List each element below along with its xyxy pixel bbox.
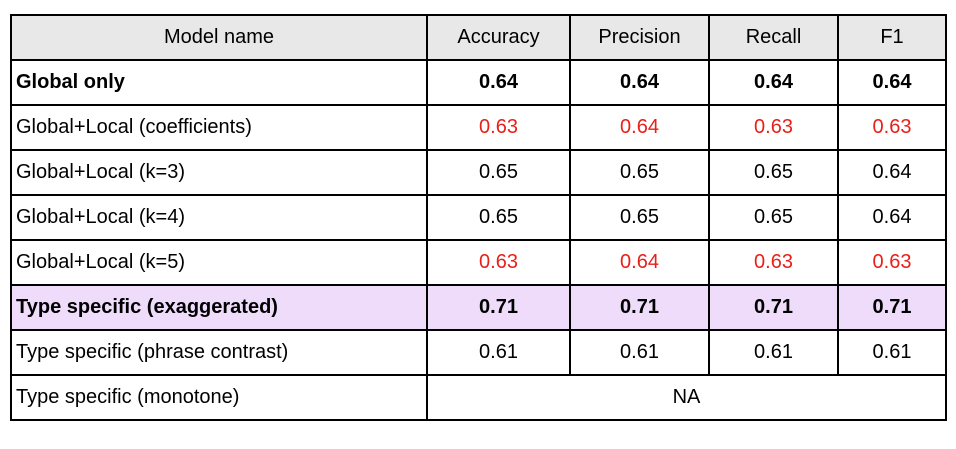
f1-cell: 0.64: [837, 59, 947, 106]
recall-cell: 0.65: [708, 149, 839, 196]
accuracy-cell: 0.63: [426, 104, 571, 151]
recall-cell: 0.71: [708, 284, 839, 331]
precision-cell: 0.71: [569, 284, 710, 331]
results-table: Model name Accuracy Precision Recall F1 …: [10, 14, 947, 421]
model-name-cell: Type specific (exaggerated): [10, 284, 428, 331]
f1-cell: 0.64: [837, 149, 947, 196]
accuracy-cell: 0.63: [426, 239, 571, 286]
table-row: Global+Local (k=5) 0.63 0.64 0.63 0.63: [10, 239, 947, 286]
model-name-cell: Type specific (phrase contrast): [10, 329, 428, 376]
f1-cell: 0.63: [837, 239, 947, 286]
model-name-cell: Type specific (monotone): [10, 374, 428, 421]
precision-cell: 0.64: [569, 59, 710, 106]
recall-cell: 0.61: [708, 329, 839, 376]
table-row: Global+Local (coefficients) 0.63 0.64 0.…: [10, 104, 947, 151]
precision-cell: 0.64: [569, 104, 710, 151]
na-cell: NA: [426, 374, 947, 421]
precision-cell: 0.65: [569, 149, 710, 196]
table-row: Type specific (monotone) NA: [10, 374, 947, 421]
table-row: Global only 0.64 0.64 0.64 0.64: [10, 59, 947, 106]
f1-cell: 0.63: [837, 104, 947, 151]
model-name-cell: Global only: [10, 59, 428, 106]
header-recall: Recall: [708, 14, 839, 61]
model-name-cell: Global+Local (k=3): [10, 149, 428, 196]
f1-cell: 0.61: [837, 329, 947, 376]
accuracy-cell: 0.65: [426, 194, 571, 241]
header-row: Model name Accuracy Precision Recall F1: [10, 14, 947, 61]
table-row-highlighted: Type specific (exaggerated) 0.71 0.71 0.…: [10, 284, 947, 331]
table-row: Global+Local (k=3) 0.65 0.65 0.65 0.64: [10, 149, 947, 196]
accuracy-cell: 0.64: [426, 59, 571, 106]
recall-cell: 0.64: [708, 59, 839, 106]
recall-cell: 0.63: [708, 104, 839, 151]
accuracy-cell: 0.71: [426, 284, 571, 331]
model-name-cell: Global+Local (k=4): [10, 194, 428, 241]
model-name-cell: Global+Local (k=5): [10, 239, 428, 286]
precision-cell: 0.65: [569, 194, 710, 241]
table-row: Type specific (phrase contrast) 0.61 0.6…: [10, 329, 947, 376]
accuracy-cell: 0.61: [426, 329, 571, 376]
accuracy-cell: 0.65: [426, 149, 571, 196]
header-model-name: Model name: [10, 14, 428, 61]
precision-cell: 0.61: [569, 329, 710, 376]
header-precision: Precision: [569, 14, 710, 61]
f1-cell: 0.71: [837, 284, 947, 331]
f1-cell: 0.64: [837, 194, 947, 241]
header-f1: F1: [837, 14, 947, 61]
model-name-cell: Global+Local (coefficients): [10, 104, 428, 151]
precision-cell: 0.64: [569, 239, 710, 286]
recall-cell: 0.63: [708, 239, 839, 286]
table-row: Global+Local (k=4) 0.65 0.65 0.65 0.64: [10, 194, 947, 241]
recall-cell: 0.65: [708, 194, 839, 241]
header-accuracy: Accuracy: [426, 14, 571, 61]
